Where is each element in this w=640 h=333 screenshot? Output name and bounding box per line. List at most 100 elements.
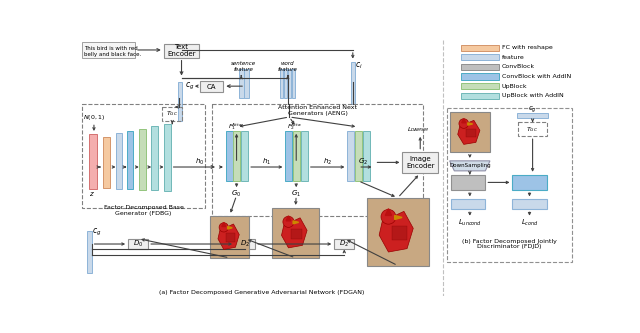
Text: ConvBlock: ConvBlock: [502, 64, 535, 69]
Text: $z$: $z$: [90, 190, 95, 198]
Bar: [451, 175, 485, 190]
Bar: [513, 175, 547, 190]
Bar: [235, 239, 255, 249]
Bar: [103, 137, 110, 188]
Polygon shape: [293, 221, 299, 224]
Polygon shape: [286, 216, 291, 221]
Text: $h_1$: $h_1$: [262, 157, 271, 167]
Bar: [292, 69, 294, 99]
Bar: [451, 199, 485, 209]
Text: $c_i$: $c_i$: [355, 60, 363, 71]
Bar: [517, 113, 548, 119]
Bar: [334, 239, 355, 249]
Bar: [461, 83, 499, 89]
Polygon shape: [395, 215, 402, 219]
Text: $L_{cond}$: $L_{cond}$: [520, 218, 538, 228]
Bar: [513, 199, 547, 209]
Bar: [363, 131, 370, 181]
Bar: [83, 42, 135, 58]
Bar: [403, 152, 438, 173]
Bar: [241, 131, 248, 181]
Text: CA: CA: [207, 84, 216, 90]
Bar: [162, 107, 182, 121]
Bar: [392, 226, 407, 240]
Text: $L_{uncond}$: $L_{uncond}$: [458, 218, 482, 228]
Bar: [200, 81, 223, 92]
Polygon shape: [218, 224, 239, 249]
Bar: [234, 131, 241, 181]
Text: word
feature: word feature: [278, 61, 298, 72]
Text: $T_{GC}$: $T_{GC}$: [525, 125, 538, 134]
Bar: [367, 198, 429, 266]
Polygon shape: [228, 226, 232, 229]
Text: $D_2$: $D_2$: [339, 239, 349, 249]
Bar: [288, 69, 291, 99]
Text: $T_{GC}$: $T_{GC}$: [166, 110, 179, 118]
Text: ConvBlock with AddIN: ConvBlock with AddIN: [502, 74, 571, 79]
Bar: [284, 69, 287, 99]
Bar: [151, 126, 158, 190]
Bar: [226, 131, 233, 181]
Text: Attention Enhanced Next
Generators (AENG): Attention Enhanced Next Generators (AENG…: [278, 106, 357, 116]
Text: FC with reshape: FC with reshape: [502, 45, 552, 50]
Polygon shape: [385, 209, 392, 215]
Text: $D_0$: $D_0$: [133, 239, 143, 249]
Bar: [272, 208, 319, 258]
Bar: [461, 45, 499, 51]
Text: Text
Encoder: Text Encoder: [167, 44, 196, 57]
Bar: [348, 131, 355, 181]
Circle shape: [219, 223, 228, 232]
Text: $D_2$: $D_2$: [240, 239, 250, 249]
Bar: [450, 112, 490, 153]
Polygon shape: [458, 120, 480, 145]
Bar: [239, 69, 244, 99]
Text: Factor Decomposed Base
Generator (FDBG): Factor Decomposed Base Generator (FDBG): [104, 205, 184, 216]
Text: $G_1$: $G_1$: [291, 189, 301, 199]
Text: feature: feature: [502, 55, 524, 60]
Bar: [128, 239, 148, 249]
Bar: [116, 133, 122, 188]
Text: $F_2^{Atta}$: $F_2^{Atta}$: [287, 122, 302, 133]
Bar: [226, 233, 236, 242]
Text: (b) Factor Decomposed Jointly
Discriminator (FDJD): (b) Factor Decomposed Jointly Discrimina…: [462, 239, 557, 249]
Bar: [90, 134, 97, 189]
Polygon shape: [379, 211, 413, 252]
Bar: [139, 129, 146, 190]
Bar: [164, 124, 171, 191]
Bar: [127, 131, 134, 189]
Polygon shape: [450, 161, 490, 171]
Text: sentence
feature: sentence feature: [231, 61, 256, 72]
Bar: [285, 131, 292, 181]
Text: UpBlock: UpBlock: [502, 84, 527, 89]
Text: This bird is with red
belly and black face.: This bird is with red belly and black fa…: [84, 46, 141, 57]
Text: DownSampling: DownSampling: [449, 163, 491, 168]
Bar: [518, 122, 547, 136]
Polygon shape: [462, 119, 466, 123]
Bar: [461, 74, 499, 80]
Bar: [301, 131, 308, 181]
Circle shape: [283, 216, 294, 227]
Bar: [447, 108, 572, 262]
Text: $h_2$: $h_2$: [323, 157, 332, 167]
Text: $L_{DAMSM}$: $L_{DAMSM}$: [407, 125, 429, 134]
Bar: [355, 131, 362, 181]
Bar: [244, 69, 249, 99]
Bar: [87, 231, 92, 273]
Text: $c_g$: $c_g$: [186, 81, 195, 92]
Bar: [466, 129, 476, 137]
Bar: [291, 229, 303, 239]
Text: $G_0$: $G_0$: [232, 189, 242, 199]
Text: $c_g$: $c_g$: [528, 105, 537, 115]
Bar: [212, 104, 423, 215]
Text: $h_0$: $h_0$: [195, 157, 205, 167]
Text: $G_2$: $G_2$: [358, 157, 368, 167]
Circle shape: [459, 119, 468, 128]
Text: $N(0,1)$: $N(0,1)$: [83, 113, 105, 122]
Polygon shape: [282, 218, 307, 248]
Bar: [178, 82, 182, 121]
Bar: [461, 93, 499, 99]
Text: Image
Encoder: Image Encoder: [406, 156, 435, 169]
Circle shape: [381, 209, 396, 224]
Polygon shape: [468, 123, 473, 125]
Text: (a) Factor Decomposed Generative Adversarial Network (FDGAN): (a) Factor Decomposed Generative Adversa…: [159, 290, 364, 295]
